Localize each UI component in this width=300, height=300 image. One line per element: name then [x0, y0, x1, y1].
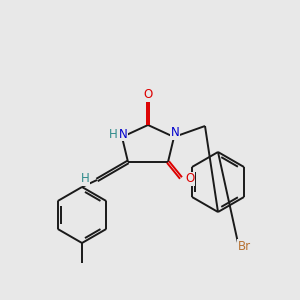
Text: H: H	[109, 128, 117, 140]
Text: Br: Br	[237, 239, 250, 253]
Text: N: N	[171, 127, 179, 140]
Text: H: H	[81, 172, 89, 185]
Text: O: O	[185, 172, 195, 185]
Text: N: N	[118, 128, 127, 140]
Text: O: O	[143, 88, 153, 101]
